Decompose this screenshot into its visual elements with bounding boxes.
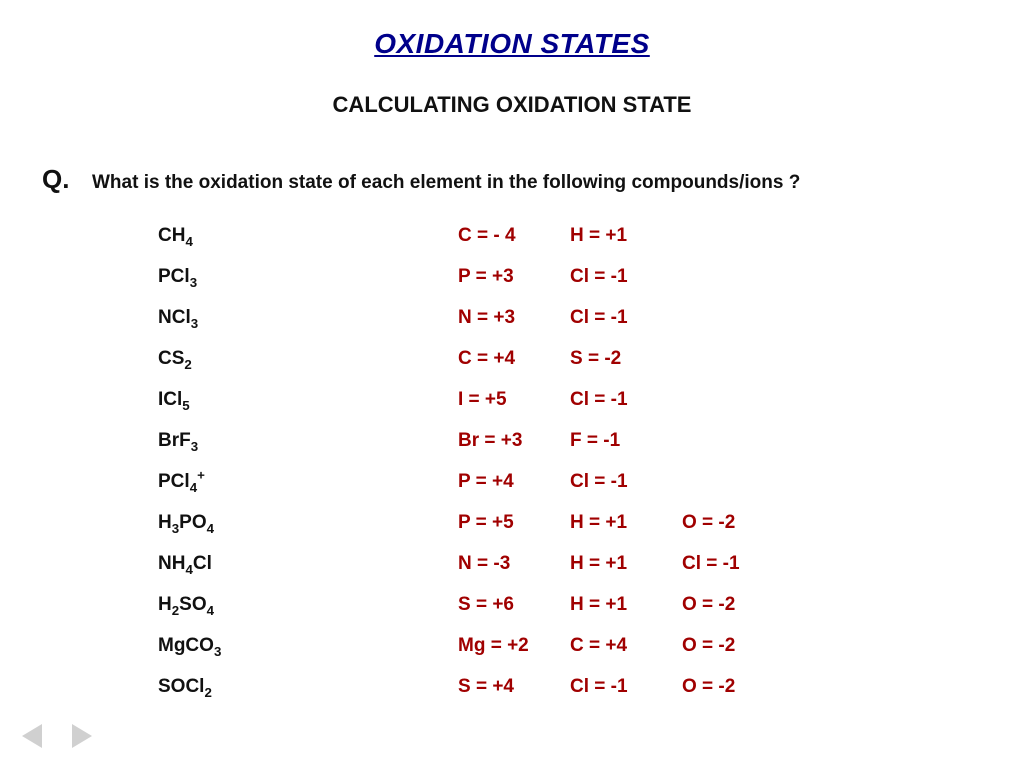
oxidation-answer: S = +6 [458,594,570,616]
question-marker: Q. [42,164,92,195]
oxidation-answer: P = +4 [458,471,570,493]
question-text: What is the oxidation state of each elem… [92,172,800,194]
compound-formula: H3PO4 [158,512,458,534]
compound-formula: CS2 [158,348,458,370]
oxidation-answer: N = +3 [458,307,570,329]
table-row: CH4C = - 4H = +1 [158,225,984,266]
oxidation-answer: O = -2 [682,635,794,657]
slide-title: OXIDATION STATES [40,28,984,60]
oxidation-answer: Cl = -1 [570,389,682,411]
question-row: Q. What is the oxidation state of each e… [40,164,984,195]
next-slide-icon[interactable] [72,724,92,748]
oxidation-answer: O = -2 [682,676,794,698]
oxidation-answer: H = +1 [570,512,682,534]
table-row: H3PO4P = +5H = +1O = -2 [158,512,984,553]
table-row: PCl4+P = +4Cl = -1 [158,471,984,512]
compound-formula: CH4 [158,225,458,247]
table-row: MgCO3Mg = +2C = +4O = -2 [158,635,984,676]
oxidation-answer: S = +4 [458,676,570,698]
oxidation-answer: O = -2 [682,512,794,534]
oxidation-answer: C = +4 [458,348,570,370]
oxidation-answer: Cl = -1 [682,553,794,575]
slide-subtitle: CALCULATING OXIDATION STATE [40,92,984,118]
oxidation-answer: Mg = +2 [458,635,570,657]
oxidation-answer: F = -1 [570,430,682,452]
oxidation-answer: O = -2 [682,594,794,616]
table-row: SOCl2S = +4Cl = -1O = -2 [158,676,984,717]
prev-slide-icon[interactable] [22,724,42,748]
table-row: NH4ClN = -3H = +1Cl = -1 [158,553,984,594]
table-row: CS2C = +4S = -2 [158,348,984,389]
oxidation-answer: H = +1 [570,553,682,575]
table-row: NCl3N = +3Cl = -1 [158,307,984,348]
table-row: H2SO4S = +6H = +1O = -2 [158,594,984,635]
oxidation-answer: S = -2 [570,348,682,370]
oxidation-answer: N = -3 [458,553,570,575]
table-row: BrF3Br = +3F = -1 [158,430,984,471]
compound-formula: H2SO4 [158,594,458,616]
oxidation-answer: Cl = -1 [570,307,682,329]
oxidation-answer: C = +4 [570,635,682,657]
oxidation-answer: I = +5 [458,389,570,411]
compound-formula: PCl3 [158,266,458,288]
compound-formula: BrF3 [158,430,458,452]
compound-formula: ICl5 [158,389,458,411]
oxidation-answer: Br = +3 [458,430,570,452]
oxidation-answer: C = - 4 [458,225,570,247]
oxidation-answer: H = +1 [570,225,682,247]
oxidation-answer: P = +5 [458,512,570,534]
oxidation-answer: Cl = -1 [570,471,682,493]
oxidation-answer: Cl = -1 [570,676,682,698]
compound-formula: MgCO3 [158,635,458,657]
compound-formula: SOCl2 [158,676,458,698]
compound-formula: NH4Cl [158,553,458,575]
oxidation-table: CH4C = - 4H = +1PCl3P = +3Cl = -1NCl3N =… [40,225,984,717]
table-row: PCl3P = +3Cl = -1 [158,266,984,307]
oxidation-answer: Cl = -1 [570,266,682,288]
oxidation-answer: P = +3 [458,266,570,288]
compound-formula: NCl3 [158,307,458,329]
compound-formula: PCl4+ [158,471,458,493]
table-row: ICl5I = +5Cl = -1 [158,389,984,430]
oxidation-answer: H = +1 [570,594,682,616]
